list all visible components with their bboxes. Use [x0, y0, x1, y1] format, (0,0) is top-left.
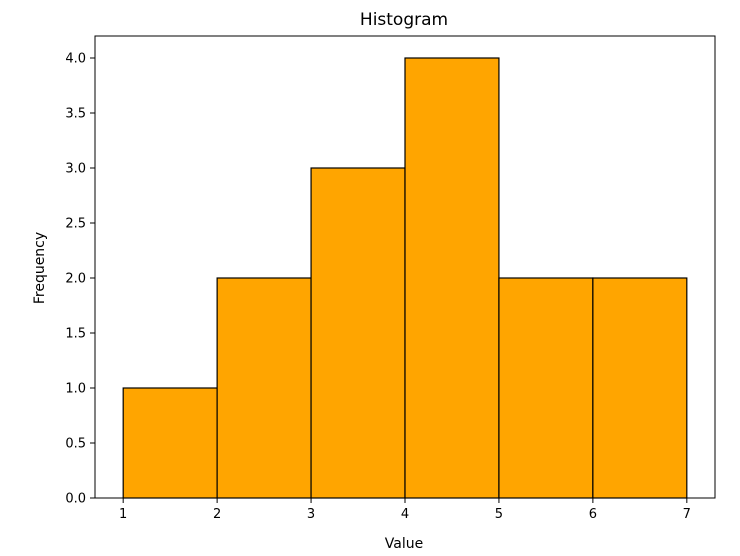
plot-frame — [94, 35, 716, 499]
x-axis-label: Value — [385, 536, 423, 552]
y-tick-label: 0.0 — [65, 492, 86, 507]
chart-title: Histogram — [360, 10, 448, 30]
histogram-bar — [404, 57, 500, 499]
x-tick-label: 2 — [213, 507, 221, 522]
y-axis-ticks: 0.0 0.5 1.0 1.5 2.0 2.5 3.0 3.5 4.0 — [65, 52, 95, 507]
x-tick-label: 5 — [495, 507, 503, 522]
x-tick-label: 3 — [307, 507, 315, 522]
bars-group — [122, 57, 688, 499]
x-tick-label: 7 — [683, 507, 691, 522]
y-tick-label: 1.5 — [65, 327, 86, 342]
x-axis-ticks: 1 2 3 4 5 6 7 — [119, 498, 691, 522]
x-tick-label: 1 — [119, 507, 127, 522]
histogram-bar — [122, 387, 218, 499]
y-tick-label: 0.5 — [65, 437, 86, 452]
y-tick-label: 1.0 — [65, 382, 86, 397]
y-axis-label: Frequency — [32, 232, 48, 304]
x-tick-label: 6 — [589, 507, 597, 522]
y-tick-label: 2.5 — [65, 217, 86, 232]
histogram-bar — [216, 277, 312, 499]
histogram-bar — [498, 277, 594, 499]
y-tick-label: 3.5 — [65, 107, 86, 122]
histogram-bar — [592, 277, 688, 499]
y-tick-label: 3.0 — [65, 162, 86, 177]
y-tick-label: 2.0 — [65, 272, 86, 287]
y-tick-label: 4.0 — [65, 52, 86, 67]
x-tick-label: 4 — [401, 507, 409, 522]
histogram-bar — [310, 167, 406, 499]
